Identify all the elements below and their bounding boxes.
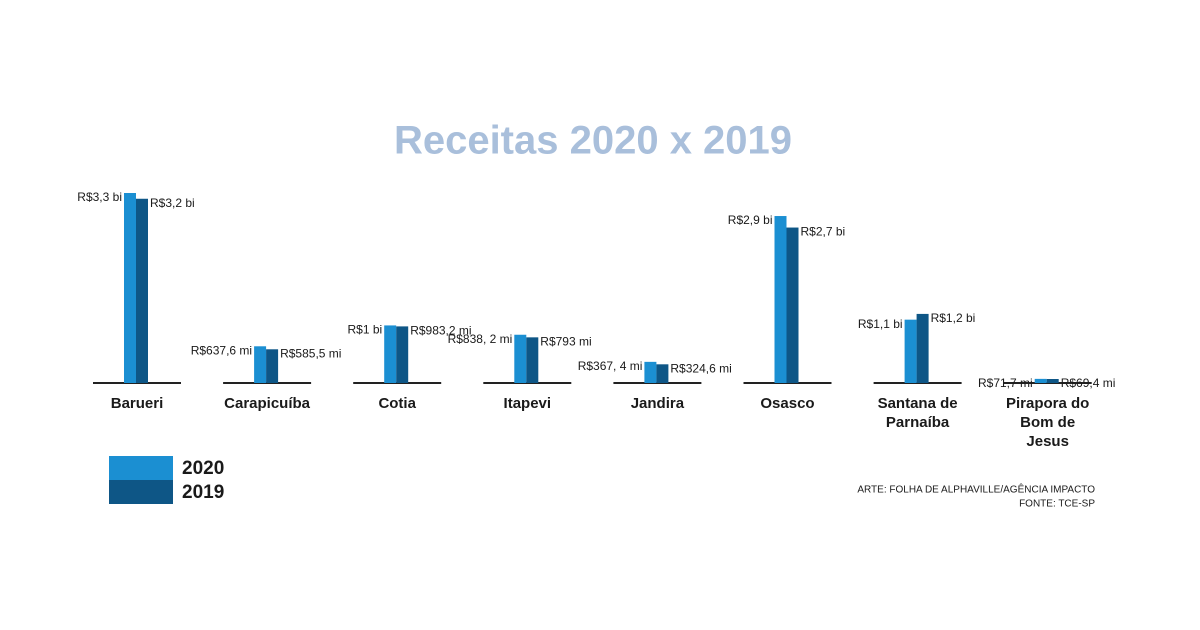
- bar: [786, 227, 799, 383]
- value-label: R$324,6 mi: [670, 361, 731, 375]
- bar: [514, 334, 527, 383]
- bar: [904, 319, 917, 383]
- bar: [644, 361, 657, 383]
- note: FONTE: TCE-SP: [1019, 499, 1095, 510]
- bar: [526, 337, 539, 383]
- value-label: R$2,7 bi: [801, 225, 846, 239]
- bar: [1034, 378, 1047, 383]
- bar: [396, 326, 409, 383]
- bar: [124, 193, 136, 383]
- bar: [1046, 379, 1059, 383]
- chart-title: Receitas 2020 x 2019: [394, 119, 792, 163]
- value-label: R$3,3 bi: [77, 190, 122, 204]
- value-label: R$838, 2 mi: [448, 332, 513, 346]
- legend-label: 2020: [182, 458, 224, 479]
- x-tick-label: Itapevi: [503, 395, 552, 412]
- x-tick-label: Carapicuíba: [224, 395, 311, 412]
- value-label: R$69,4 mi: [1061, 376, 1116, 390]
- value-label: R$793 mi: [540, 335, 591, 349]
- x-tick-label: Santana de Parnaíba: [877, 395, 958, 431]
- bar: [254, 346, 267, 383]
- bar: [656, 364, 669, 383]
- x-tick-label: Cotia: [378, 395, 416, 412]
- bar: [916, 313, 929, 383]
- value-label: R$1,1 bi: [858, 317, 903, 331]
- value-label: R$637,6 mi: [191, 343, 252, 357]
- x-tick-label: Pirapora do Bom de Jesus: [1006, 395, 1090, 450]
- value-label: R$983,2 mi: [410, 324, 471, 338]
- value-label: R$1,2 bi: [931, 311, 976, 325]
- legend-swatch: [109, 480, 173, 504]
- x-tick-label: Jandira: [630, 395, 685, 412]
- value-label: R$367, 4 mi: [578, 359, 643, 373]
- value-label: R$3,2 bi: [150, 196, 195, 210]
- legend-label: 2019: [182, 482, 224, 503]
- legend-swatch: [109, 456, 173, 480]
- bar: [774, 216, 787, 383]
- bar: [266, 349, 279, 383]
- x-tick-label: Osasco: [760, 395, 815, 412]
- value-label: R$2,9 bi: [728, 213, 773, 227]
- value-label: R$585,5 mi: [280, 346, 341, 360]
- value-label: R$71,7 mi: [978, 376, 1033, 390]
- bar: [136, 198, 148, 383]
- note: ARTE: FOLHA DE ALPHAVILLE/AGÊNCIA IMPACT…: [857, 483, 1095, 496]
- bar: [384, 325, 397, 383]
- value-label: R$1 bi: [348, 323, 383, 337]
- x-tick-label: Barueri: [110, 395, 164, 412]
